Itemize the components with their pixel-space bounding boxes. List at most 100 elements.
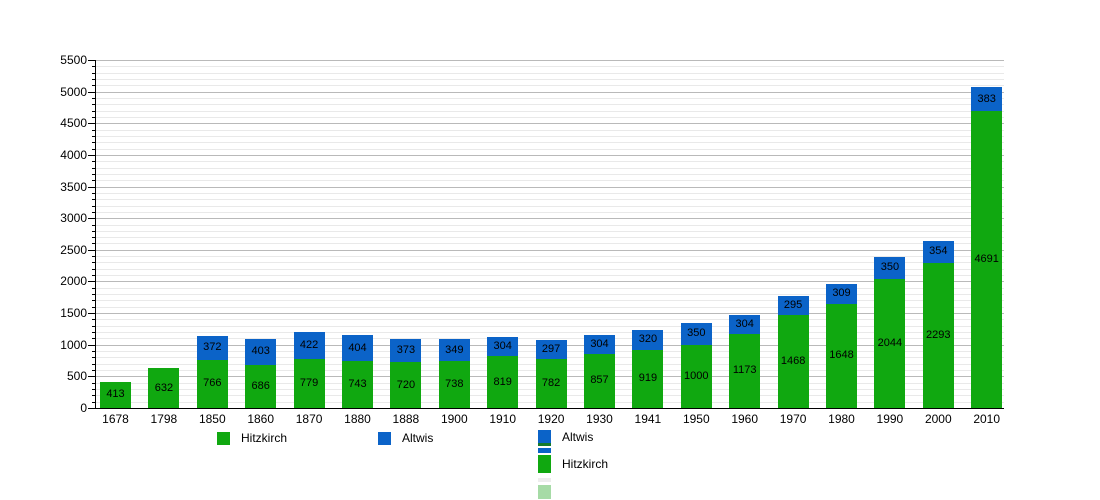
gridline-minor bbox=[96, 275, 1004, 277]
bar-value-label: 1648 bbox=[829, 349, 854, 362]
y-axis-tick bbox=[88, 154, 96, 156]
gridline-minor bbox=[96, 148, 1004, 150]
legend-swatch-altwis-2 bbox=[538, 430, 551, 443]
y-axis-tick bbox=[88, 186, 96, 188]
gridline-major bbox=[96, 249, 1004, 251]
y-axis-minor-tick bbox=[92, 370, 96, 372]
x-axis-label: 1880 bbox=[344, 412, 371, 426]
x-axis-label: 1900 bbox=[440, 412, 468, 426]
gridline-minor bbox=[96, 256, 1004, 258]
gridline-minor bbox=[96, 161, 1004, 163]
legend-column-3: Altwis Hitzkirch bbox=[538, 429, 678, 500]
y-axis-minor-tick bbox=[92, 287, 96, 289]
y-axis-minor-tick bbox=[92, 389, 96, 391]
legend-label-altwis-2: Altwis bbox=[562, 430, 594, 444]
bar-segment-hitzkirch-1880: 743 bbox=[342, 361, 373, 408]
gridline-minor bbox=[96, 180, 1004, 182]
bar-value-label: 403 bbox=[251, 345, 270, 358]
y-axis-label: 5500 bbox=[60, 53, 87, 67]
bar-value-label: 383 bbox=[977, 92, 996, 105]
y-axis-label: 1500 bbox=[60, 306, 87, 321]
gridline-major bbox=[96, 313, 1004, 315]
x-axis-label: 1980 bbox=[828, 412, 855, 426]
gridline-major bbox=[96, 123, 1004, 125]
bar-segment-hitzkirch-1970: 1468 bbox=[777, 315, 809, 408]
y-axis-minor-tick bbox=[92, 325, 96, 327]
y-axis-tick bbox=[88, 60, 96, 61]
bar-segment-hitzkirch-1990: 2044 bbox=[874, 278, 906, 408]
gridline-minor bbox=[96, 129, 1004, 131]
y-axis-minor-tick bbox=[92, 319, 96, 321]
y-axis-minor-tick bbox=[92, 351, 96, 353]
y-axis-minor-tick bbox=[92, 173, 96, 175]
bar-value-label: 373 bbox=[396, 344, 416, 357]
legend-swatch-hitzkirch-2 bbox=[538, 455, 551, 473]
x-axis-label: 1960 bbox=[731, 412, 759, 426]
bar-value-label: 743 bbox=[348, 378, 367, 390]
bar-segment-hitzkirch-2010: 4691 bbox=[971, 111, 1003, 408]
x-axis-label: 1870 bbox=[295, 412, 323, 426]
bar-value-label: 1468 bbox=[780, 355, 806, 368]
bar-segment-altwis-1980: 309 bbox=[826, 284, 857, 304]
legend-strip-blue bbox=[538, 448, 551, 453]
y-axis-tick bbox=[88, 313, 96, 315]
x-axis-label: 1798 bbox=[150, 412, 178, 426]
y-axis-minor-tick bbox=[92, 300, 96, 302]
y-axis-minor-tick bbox=[92, 224, 96, 226]
y-axis-minor-tick bbox=[92, 332, 96, 334]
x-axis-label: 2010 bbox=[973, 412, 1001, 426]
gridline-minor bbox=[96, 78, 1004, 80]
gridline-minor bbox=[96, 300, 1004, 302]
y-axis-minor-tick bbox=[92, 256, 96, 258]
bar-value-label: 349 bbox=[445, 343, 464, 356]
legend-label-hitzkirch: Hitzkirch bbox=[241, 431, 288, 445]
x-axis-label: 1950 bbox=[682, 412, 710, 426]
gridline-major bbox=[96, 281, 1004, 283]
legend-swatch-lightgreen bbox=[538, 485, 551, 499]
y-axis-tick bbox=[88, 344, 96, 346]
bar-value-label: 295 bbox=[783, 299, 803, 312]
bar-value-label: 422 bbox=[299, 338, 319, 351]
y-axis-minor-tick bbox=[92, 148, 96, 150]
bar-value-label: 4691 bbox=[974, 253, 999, 266]
gridline-minor bbox=[96, 287, 1004, 289]
legend-strip-pale bbox=[538, 478, 551, 482]
gridline-minor bbox=[96, 268, 1004, 270]
bar-value-label: 686 bbox=[251, 379, 270, 392]
gridline-minor bbox=[96, 243, 1004, 245]
bar-segment-altwis-1970: 295 bbox=[777, 296, 809, 316]
gridline-major bbox=[96, 186, 1004, 188]
bar-segment-hitzkirch-1850: 766 bbox=[196, 359, 228, 408]
y-axis-minor-tick bbox=[92, 161, 96, 163]
y-axis-tick bbox=[88, 91, 96, 93]
bar-segment-hitzkirch-1941: 919 bbox=[632, 349, 664, 408]
bar-value-label: 857 bbox=[590, 374, 609, 387]
legend-label-hitzkirch-2: Hitzkirch bbox=[562, 457, 609, 471]
gridline-minor bbox=[96, 167, 1004, 169]
y-axis-minor-tick bbox=[92, 268, 96, 270]
bar-segment-altwis-1910: 304 bbox=[487, 337, 519, 357]
bar-value-label: 413 bbox=[106, 388, 125, 401]
y-axis-label: 4000 bbox=[60, 147, 87, 162]
y-axis-label: 0 bbox=[80, 401, 87, 415]
bar-segment-hitzkirch-1888: 720 bbox=[390, 362, 422, 408]
bar-segment-altwis-2000: 354 bbox=[922, 240, 954, 263]
gridline-minor bbox=[96, 116, 1004, 118]
legend-strip-darkgreen bbox=[538, 443, 551, 446]
bar-segment-hitzkirch-1950: 1000 bbox=[680, 344, 712, 408]
y-axis-minor-tick bbox=[92, 72, 96, 74]
y-axis-minor-tick bbox=[92, 395, 96, 397]
bar-value-label: 350 bbox=[880, 261, 900, 274]
y-axis-tick bbox=[88, 281, 96, 283]
bar-value-label: 738 bbox=[445, 378, 464, 391]
bar-segment-altwis-1990: 350 bbox=[874, 256, 906, 279]
bar-segment-altwis-1950: 350 bbox=[680, 322, 712, 345]
gridline-minor bbox=[96, 110, 1004, 112]
bar-segment-hitzkirch-1980: 1648 bbox=[826, 303, 857, 408]
gridline-minor bbox=[96, 72, 1004, 74]
gridline-minor bbox=[96, 192, 1004, 194]
bar-segment-altwis-1870: 422 bbox=[293, 332, 325, 359]
gridline-major bbox=[96, 218, 1004, 220]
y-axis-minor-tick bbox=[92, 85, 96, 87]
gridline-minor bbox=[96, 332, 1004, 334]
